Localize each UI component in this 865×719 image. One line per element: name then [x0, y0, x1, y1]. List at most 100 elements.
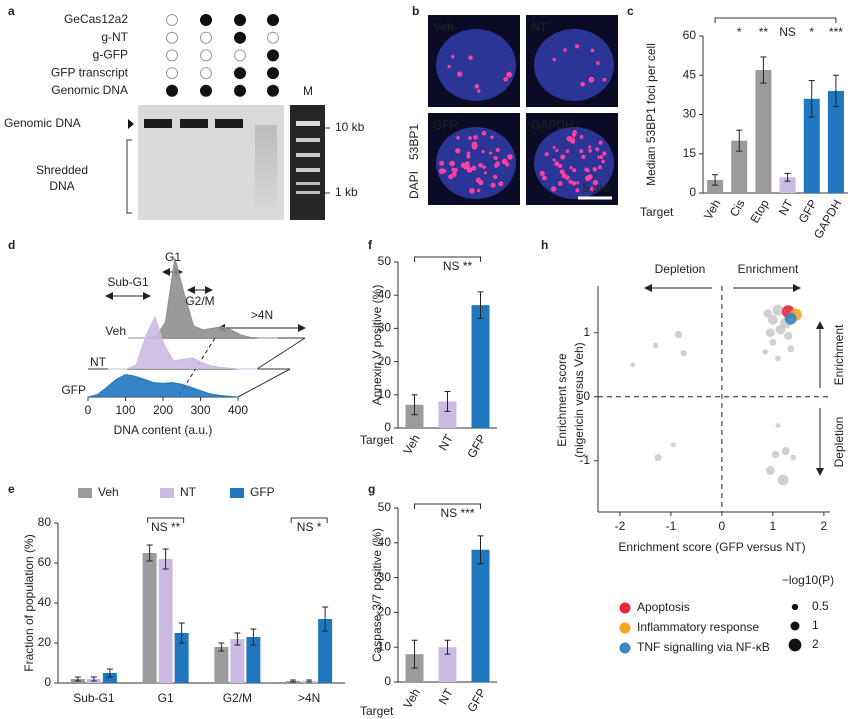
focus [493, 174, 498, 180]
row-label: Genomic DNA [51, 83, 128, 97]
focus [586, 168, 590, 173]
focus [539, 170, 545, 176]
y-tick-label: 40 [38, 595, 52, 609]
row-label: GFP transcript [51, 65, 129, 79]
legend-swatch [160, 488, 174, 498]
focus [592, 179, 599, 186]
y-tick-label: 30 [378, 570, 392, 584]
ridge-fill [88, 374, 238, 397]
condition-dot [166, 84, 178, 97]
significance: ** [759, 25, 769, 39]
image-label: NT [531, 20, 548, 34]
panel-letter: d [8, 238, 15, 252]
bar [318, 619, 333, 683]
focus [601, 159, 605, 164]
bubble [775, 423, 781, 429]
legend-swatch [230, 488, 244, 498]
bar [707, 179, 724, 193]
x-axis-label: Target [640, 205, 674, 219]
y-tick-label: 30 [378, 321, 392, 335]
size-legend-marker [791, 603, 799, 611]
y-axis-label: Median 53BP1 foci per cell [644, 43, 658, 186]
focus [468, 55, 473, 60]
focus [575, 188, 580, 193]
nucleus [534, 29, 614, 101]
bubble [772, 304, 784, 316]
bubble [670, 442, 676, 448]
bar [214, 647, 229, 683]
legend-label: Inflammatory response [637, 620, 759, 634]
condition-dot [200, 49, 212, 62]
focus [501, 158, 508, 165]
focus [474, 84, 480, 89]
focus [572, 130, 578, 135]
focus [507, 154, 513, 160]
bubble [777, 474, 789, 486]
scale-label: 5 μm [583, 181, 610, 195]
focus [598, 140, 603, 145]
focus [495, 147, 500, 153]
focus [489, 151, 493, 155]
focus [571, 181, 577, 186]
x-axis-label: Enrichment score (GFP versus NT) [618, 540, 805, 554]
sig-bracket [147, 517, 185, 523]
x-tick-label: Veh [400, 432, 422, 457]
focus [579, 149, 584, 154]
focus [457, 71, 463, 77]
focus [585, 175, 591, 182]
legend-label: Apoptosis [637, 600, 690, 614]
y-tick-label: 40 [378, 535, 392, 549]
x-tick-label: 400 [228, 403, 248, 417]
gel-label: DNA [49, 179, 74, 193]
size-label: 10 kb [335, 120, 365, 134]
focus [506, 71, 513, 78]
bar [174, 633, 189, 683]
x-tick-label: 200 [153, 403, 173, 417]
significance: *** [829, 25, 843, 39]
bar [405, 404, 424, 428]
focus [476, 188, 481, 193]
significance: * [737, 25, 742, 39]
x-tick-label: -1 [666, 519, 677, 533]
focus [568, 179, 573, 184]
x-tick-label: 1 [770, 519, 777, 533]
bubble [652, 342, 659, 349]
x-tick-label: GFP [464, 686, 488, 714]
bar [779, 177, 796, 193]
direction-label: Depletion [832, 417, 846, 468]
image-label: GFP [433, 118, 458, 132]
significance: NS ** [151, 520, 181, 534]
y-axis-label: Caspase-3/7 positive (%) [370, 528, 384, 662]
focus [449, 160, 455, 167]
x-tick-label: NT [436, 686, 456, 707]
x-tick-label: >4N [298, 691, 320, 705]
focus [481, 149, 485, 154]
condition-dot [166, 14, 178, 26]
focus [576, 181, 580, 185]
focus [463, 163, 470, 170]
focus [575, 44, 580, 49]
condition-dot [166, 31, 178, 44]
y-tick-label: 20 [378, 354, 392, 368]
nucleus [436, 127, 516, 199]
focus [481, 130, 487, 136]
series-label: GFP [61, 383, 86, 397]
focus [588, 76, 595, 83]
marker-label: M [303, 84, 313, 98]
image-label: Veh [433, 20, 454, 34]
condition-dot [267, 49, 279, 62]
bar [142, 553, 157, 683]
condition-dot [166, 49, 178, 62]
x-axis-label: Target [360, 704, 394, 718]
x-tick-label: Veh [400, 686, 422, 711]
bubble [781, 447, 790, 456]
focus [477, 89, 481, 93]
y-tick-label: 20 [378, 605, 392, 619]
y-tick-label: 50 [378, 500, 392, 514]
focus [495, 161, 500, 167]
focus [466, 154, 471, 159]
focus [552, 158, 556, 162]
condition-dot [267, 14, 279, 26]
focus [484, 171, 488, 175]
x-tick-label: GFP [796, 197, 820, 225]
